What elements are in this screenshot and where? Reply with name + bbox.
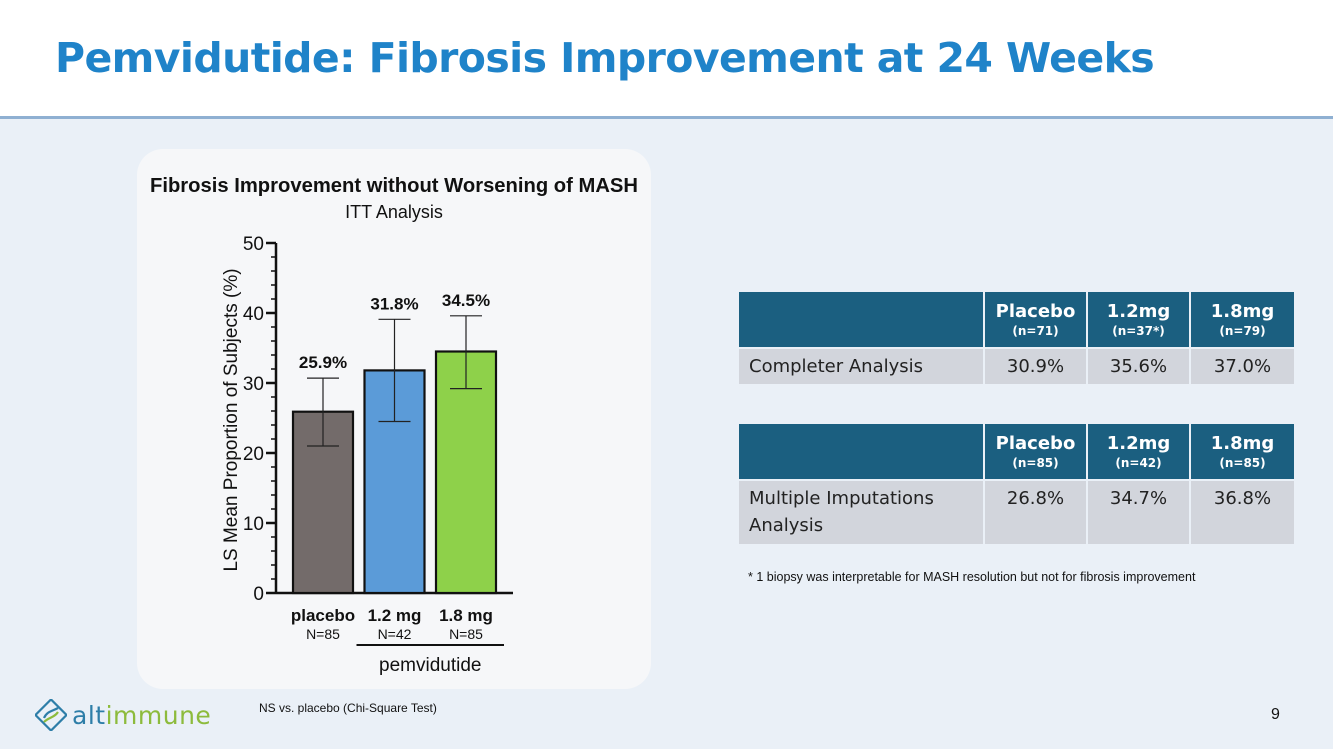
- y-axis-label: LS Mean Proportion of Subjects (%): [221, 268, 242, 571]
- bar-3: [434, 350, 498, 595]
- logo-wordmark: altimmune: [72, 701, 211, 730]
- slide-title: Pemvidutide: Fibrosis Improvement at 24 …: [55, 34, 1155, 82]
- y-tick-label: 10: [243, 514, 264, 535]
- header-label: 1.2mg: [1106, 300, 1171, 322]
- bar-chart: Fibrosis Improvement without Worsening o…: [150, 175, 638, 676]
- x-category-label: placebo: [291, 606, 355, 625]
- chart-card: Fibrosis Improvement without Worsening o…: [137, 149, 651, 689]
- header-label: Placebo: [995, 300, 1076, 322]
- data-label: 34.5%: [442, 291, 490, 310]
- footnote: * 1 biopsy was interpretable for MASH re…: [748, 570, 1196, 584]
- header-n: (n=71): [1012, 323, 1059, 338]
- header-n: (n=79): [1219, 323, 1266, 338]
- x-category-n: N=85: [306, 626, 340, 642]
- multiple-imputations-table: Placebo (n=85) 1.2mg (n=42) 1.8mg (n=85)…: [737, 422, 1296, 546]
- slide-header: Pemvidutide: Fibrosis Improvement at 24 …: [0, 0, 1333, 119]
- cell-1-2mg: 35.6%: [1088, 349, 1189, 384]
- table-header-placebo: Placebo (n=71): [985, 292, 1086, 347]
- header-label: 1.2mg: [1106, 432, 1171, 454]
- altimmune-logo: altimmune: [35, 699, 211, 731]
- y-tick-label: 0: [253, 584, 264, 605]
- cell-1-2mg: 34.7%: [1088, 481, 1189, 544]
- x-category-n: N=42: [378, 626, 412, 642]
- table-header-placebo: Placebo (n=85): [985, 424, 1086, 479]
- page-number: 9: [1271, 706, 1280, 723]
- y-tick-label: 30: [243, 374, 264, 395]
- row-label: Completer Analysis: [739, 349, 983, 384]
- data-label: 25.9%: [299, 353, 347, 372]
- logo-text-alt: alt: [72, 700, 106, 730]
- completer-analysis-table: Placebo (n=71) 1.2mg (n=37*) 1.8mg (n=79…: [737, 290, 1296, 386]
- cell-1-8mg: 37.0%: [1191, 349, 1294, 384]
- header-n: (n=42): [1115, 455, 1162, 470]
- stat-note: NS vs. placebo (Chi-Square Test): [259, 701, 437, 715]
- header-label: Placebo: [995, 432, 1076, 454]
- table-row: Completer Analysis 30.9% 35.6% 37.0%: [739, 349, 1294, 384]
- x-category-label: 1.2 mg: [368, 606, 422, 625]
- chart-title: Fibrosis Improvement without Worsening o…: [150, 175, 638, 197]
- header-n: (n=85): [1012, 455, 1059, 470]
- table-header-1-2mg: 1.2mg (n=37*): [1088, 292, 1189, 347]
- table-header-blank: [739, 292, 983, 347]
- header-n: (n=85): [1219, 455, 1266, 470]
- table-header-1-2mg: 1.2mg (n=42): [1088, 424, 1189, 479]
- header-label: 1.8mg: [1210, 300, 1275, 322]
- logo-text-immune: immune: [105, 700, 212, 730]
- chart-subtitle: ITT Analysis: [345, 202, 443, 222]
- table-header-row: Placebo (n=85) 1.2mg (n=42) 1.8mg (n=85): [739, 424, 1294, 479]
- row-label: Multiple Imputations Analysis: [739, 481, 983, 544]
- x-category-label: 1.8 mg: [439, 606, 493, 625]
- x-category-n: N=85: [449, 626, 483, 642]
- table-row: Multiple Imputations Analysis 26.8% 34.7…: [739, 481, 1294, 544]
- group-label: pemvidutide: [379, 655, 481, 676]
- cell-1-8mg: 36.8%: [1191, 481, 1294, 544]
- table-header-1-8mg: 1.8mg (n=85): [1191, 424, 1294, 479]
- table-header-blank: [739, 424, 983, 479]
- header-label: 1.8mg: [1210, 432, 1275, 454]
- cell-placebo: 30.9%: [985, 349, 1086, 384]
- table-header-row: Placebo (n=71) 1.2mg (n=37*) 1.8mg (n=79…: [739, 292, 1294, 347]
- y-tick-label: 40: [243, 304, 264, 325]
- header-n: (n=37*): [1112, 323, 1165, 338]
- y-tick-label: 50: [243, 234, 264, 255]
- table-header-1-8mg: 1.8mg (n=79): [1191, 292, 1294, 347]
- data-label: 31.8%: [370, 294, 418, 313]
- cell-placebo: 26.8%: [985, 481, 1086, 544]
- y-tick-label: 20: [243, 444, 264, 465]
- altimmune-logo-icon: [35, 699, 67, 731]
